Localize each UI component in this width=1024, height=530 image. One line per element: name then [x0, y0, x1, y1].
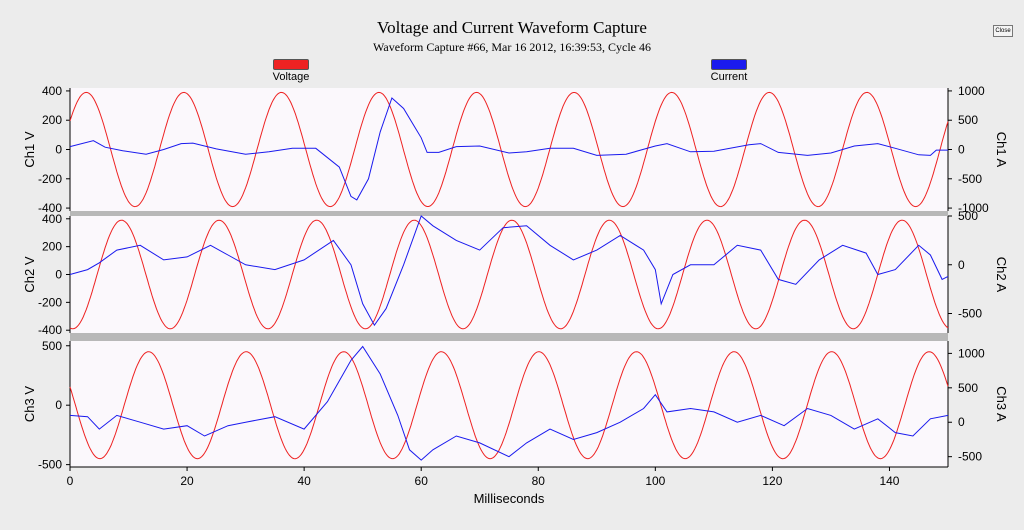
voltage-swatch — [273, 59, 309, 70]
left-axis-label: Ch2 V — [22, 256, 37, 292]
current-series-line — [69, 345, 949, 461]
legend-item-current[interactable]: Current — [706, 59, 752, 83]
right-axis-label: Ch1 A — [994, 132, 1009, 168]
panel-separator — [70, 333, 948, 341]
left-axis-label: Ch3 V — [22, 386, 37, 422]
panel-separator — [70, 211, 948, 216]
left-tick-label: -400 — [38, 323, 62, 337]
right-tick-label: 500 — [958, 381, 978, 395]
x-tick-label: 0 — [67, 474, 74, 488]
right-tick-label: -1000 — [958, 201, 989, 215]
left-tick-label: 0 — [55, 398, 62, 412]
left-axis-label: Ch1 V — [22, 131, 37, 167]
voltage-series-line — [69, 91, 949, 208]
current-series-line — [69, 97, 948, 201]
voltage-series-line — [69, 219, 949, 330]
left-tick-label: 400 — [42, 84, 62, 98]
chart-subtitle: Waveform Capture #66, Mar 16 2012, 16:39… — [373, 40, 651, 54]
left-tick-label: -200 — [38, 295, 62, 309]
plot-area — [70, 216, 948, 333]
x-tick-label: 60 — [415, 474, 429, 488]
right-axis-label: Ch2 A — [994, 257, 1009, 293]
right-tick-label: 0 — [958, 143, 965, 157]
right-tick-label: -500 — [958, 307, 982, 321]
current-series-line — [69, 215, 949, 327]
current-swatch — [711, 59, 747, 70]
x-tick-label: 80 — [532, 474, 546, 488]
right-tick-label: 0 — [958, 415, 965, 429]
voltage-series-line — [69, 351, 949, 460]
panel-3 — [66, 341, 952, 467]
right-tick-label: 0 — [958, 258, 965, 272]
x-axis-label: Milliseconds — [474, 491, 545, 506]
left-tick-label: 200 — [42, 113, 62, 127]
right-tick-label: 500 — [958, 113, 978, 127]
x-tick-label: 120 — [762, 474, 782, 488]
chart-title: Voltage and Current Waveform Capture — [377, 18, 647, 37]
left-tick-label: 0 — [55, 268, 62, 282]
panel-1 — [66, 88, 952, 211]
right-tick-label: 500 — [958, 209, 978, 223]
left-tick-label: -200 — [38, 172, 62, 186]
legend-voltage-label: Voltage — [272, 71, 310, 83]
plot-area — [70, 341, 948, 467]
left-tick-label: 400 — [42, 212, 62, 226]
left-tick-label: 500 — [42, 339, 62, 353]
panel-2 — [66, 215, 952, 333]
left-tick-label: -400 — [38, 201, 62, 215]
left-tick-label: -500 — [38, 458, 62, 472]
plot-area — [70, 88, 948, 211]
right-axis-label: Ch3 A — [994, 386, 1009, 422]
right-tick-label: -500 — [958, 450, 982, 464]
right-tick-label: 1000 — [958, 84, 985, 98]
x-tick-label: 140 — [879, 474, 899, 488]
right-tick-label: -500 — [958, 172, 982, 186]
x-tick-label: 20 — [180, 474, 194, 488]
x-tick-label: 100 — [645, 474, 665, 488]
close-button[interactable]: Close — [993, 25, 1013, 37]
legend-current-label: Current — [710, 71, 748, 83]
left-tick-label: 200 — [42, 240, 62, 254]
legend-item-voltage[interactable]: Voltage — [268, 59, 314, 83]
right-tick-label: 1000 — [958, 346, 985, 360]
x-tick-label: 40 — [297, 474, 311, 488]
left-tick-label: 0 — [55, 143, 62, 157]
